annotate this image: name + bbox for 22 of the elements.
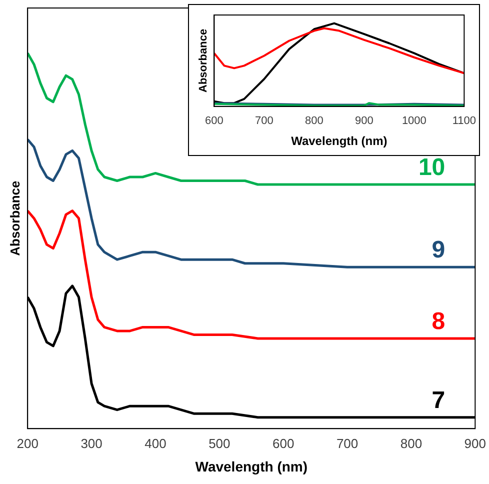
x-tick-label: 600: [205, 115, 224, 128]
x-tick-label: 500: [208, 436, 230, 451]
x-tick-label: 400: [144, 436, 166, 451]
x-tick-label: 300: [80, 436, 102, 451]
series-label: 8: [432, 308, 446, 336]
series-label: 9: [432, 236, 446, 264]
y-axis-title: Absorbance: [7, 180, 22, 256]
x-tick-label: 900: [355, 115, 374, 128]
x-tick-label: 800: [305, 115, 324, 128]
x-tick-label: 1000: [402, 115, 426, 128]
y-axis-title: Absorbance: [198, 28, 210, 92]
x-axis-title: Wavelength (nm): [195, 458, 308, 474]
series-label: 7: [432, 386, 446, 414]
x-tick-label: 600: [272, 436, 294, 451]
x-tick-label: 800: [400, 436, 422, 451]
series-label: 10: [418, 154, 446, 182]
x-tick-label: 900: [464, 436, 486, 451]
x-tick-label: 700: [255, 115, 274, 128]
x-axis-title: Wavelength (nm): [291, 134, 388, 148]
x-tick-label: 200: [16, 436, 38, 451]
x-tick-label: 700: [336, 436, 358, 451]
x-tick-label: 1100: [452, 115, 476, 128]
